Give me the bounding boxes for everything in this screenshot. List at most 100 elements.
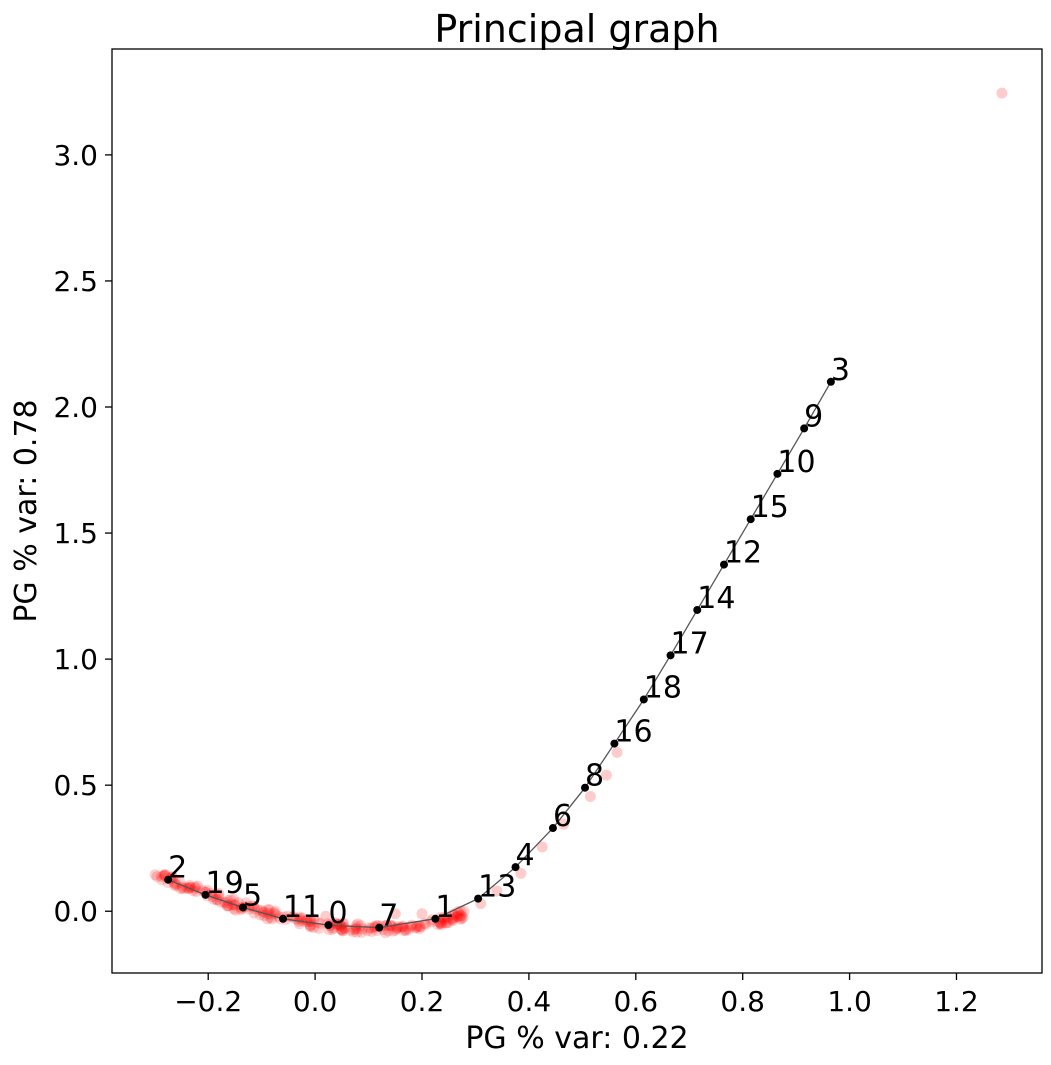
x-tick-label: 0.4 <box>507 985 552 1018</box>
graph-node <box>639 695 648 704</box>
data-point <box>411 920 423 932</box>
y-axis-ticks: 0.0 0.5 1.0 1.5 2.0 2.5 3.0 <box>53 139 112 928</box>
data-point <box>382 925 394 937</box>
graph-node <box>375 923 384 932</box>
data-point <box>344 924 356 936</box>
data-point <box>220 897 232 909</box>
data-point <box>451 910 463 922</box>
data-point <box>248 900 260 912</box>
node-label: 9 <box>804 399 823 434</box>
node-label: 13 <box>478 870 516 905</box>
data-point <box>457 912 469 924</box>
data-point <box>335 924 347 936</box>
graph-edge <box>435 898 479 920</box>
data-point <box>458 905 470 917</box>
node-label: 3 <box>831 353 850 388</box>
graph-node <box>800 424 809 433</box>
data-point <box>491 885 503 897</box>
data-point <box>447 915 459 927</box>
data-point <box>363 922 375 934</box>
data-point <box>448 909 460 921</box>
y-axis-label: PG % var: 0.78 <box>9 399 44 622</box>
data-point <box>379 927 391 939</box>
data-point <box>337 925 349 937</box>
data-point <box>263 904 275 916</box>
node-label: 18 <box>644 670 682 705</box>
node-label: 2 <box>168 851 187 886</box>
node-label: 0 <box>328 896 347 931</box>
data-point <box>611 746 623 758</box>
x-axis-label: PG % var: 0.22 <box>465 1021 688 1056</box>
data-point <box>339 922 351 934</box>
data-point <box>294 911 306 923</box>
data-point <box>381 919 393 931</box>
data-point <box>305 916 317 928</box>
data-point <box>558 818 570 830</box>
data-point <box>437 912 449 924</box>
data-point <box>210 888 222 900</box>
graph-edge <box>242 906 284 920</box>
data-point <box>439 913 451 925</box>
x-tick-label: 0.2 <box>400 985 445 1018</box>
graph-edge <box>515 827 554 868</box>
data-point <box>261 913 273 925</box>
data-point <box>387 925 399 937</box>
data-point <box>365 925 377 937</box>
data-point <box>454 913 466 925</box>
data-point <box>356 926 368 938</box>
data-point <box>331 918 343 930</box>
data-point <box>416 908 428 920</box>
data-point <box>600 769 612 781</box>
data-point <box>312 916 324 928</box>
graph-edge <box>552 787 586 829</box>
data-point <box>230 904 242 916</box>
x-tick-label: 1.2 <box>934 985 979 1018</box>
graph-node <box>201 890 210 899</box>
data-point <box>352 918 364 930</box>
node-label: 8 <box>585 759 604 794</box>
graph-node <box>474 894 483 903</box>
data-point <box>262 907 274 919</box>
graph-node <box>773 469 782 478</box>
data-point <box>536 841 548 853</box>
data-point <box>351 926 363 938</box>
graph-node <box>610 739 619 748</box>
data-point <box>228 893 240 905</box>
data-point <box>331 918 343 930</box>
graph-edge <box>328 924 380 929</box>
data-point <box>403 923 415 935</box>
x-tick-label: 1.0 <box>827 985 872 1018</box>
data-point <box>350 922 362 934</box>
y-tick-label: 3.0 <box>53 139 98 172</box>
graph-edge <box>669 609 698 656</box>
node-label: 17 <box>671 626 709 661</box>
data-point <box>398 925 410 937</box>
data-point <box>441 912 453 924</box>
data-point <box>440 917 452 929</box>
graph-node <box>826 377 835 386</box>
graph-node <box>719 560 728 569</box>
data-point <box>453 908 465 920</box>
data-point <box>151 871 163 883</box>
data-point <box>308 913 320 925</box>
node-label: 15 <box>751 490 789 525</box>
data-point <box>410 922 422 934</box>
node-label: 7 <box>379 899 398 934</box>
node-label: 4 <box>516 838 535 873</box>
graph-node <box>324 921 333 930</box>
data-point <box>335 923 347 935</box>
data-point <box>156 874 168 886</box>
x-tick-label: 0.6 <box>614 985 659 1018</box>
graph-node <box>581 783 590 792</box>
data-point <box>435 919 447 931</box>
graph-node <box>238 903 247 912</box>
graph-edge <box>167 879 206 896</box>
y-tick-label: 0.5 <box>53 769 98 802</box>
data-point <box>400 925 412 937</box>
graph-edges <box>167 381 832 929</box>
data-point <box>213 888 225 900</box>
graph-node <box>666 651 675 660</box>
data-point <box>400 923 412 935</box>
x-tick-label: 0.0 <box>293 985 338 1018</box>
